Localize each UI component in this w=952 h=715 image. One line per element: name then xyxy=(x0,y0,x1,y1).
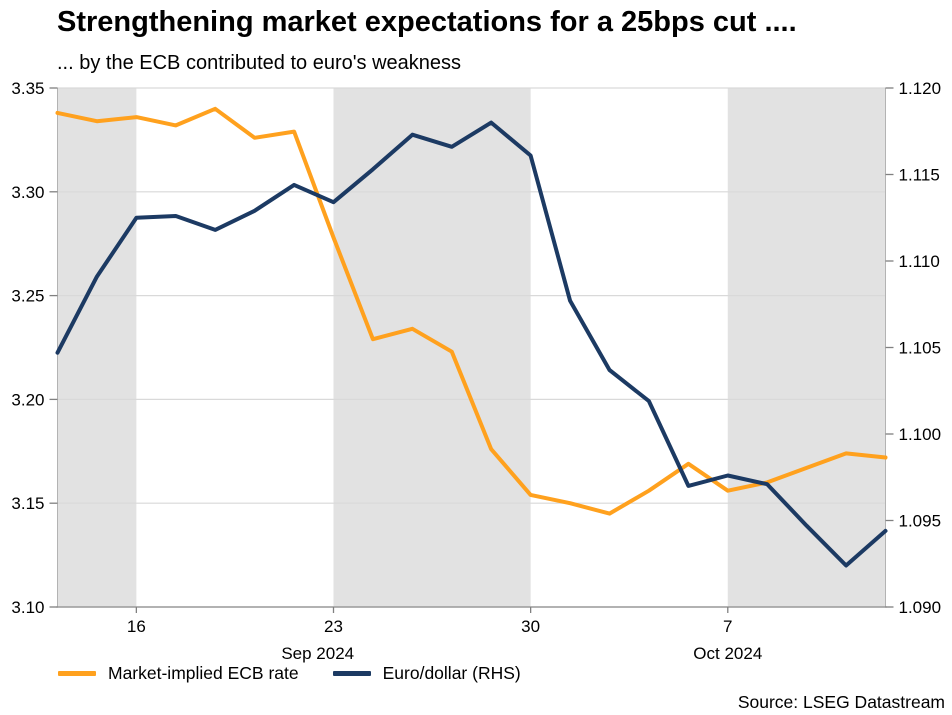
x-axis-tick-label: 7 xyxy=(723,617,732,636)
series-line-euro-dollar xyxy=(55,120,888,568)
right-axis-tick-label: 1.095 xyxy=(899,512,942,531)
legend-label-ecb-rate: Market-implied ECB rate xyxy=(108,663,299,683)
left-axis-tick-label: 3.15 xyxy=(11,494,44,513)
right-axis-tick-label: 1.105 xyxy=(899,339,942,358)
legend-label-euro-dollar: Euro/dollar (RHS) xyxy=(382,663,521,683)
chart-title: Strengthening market expectations for a … xyxy=(57,6,797,38)
series-line-ecb-rate xyxy=(55,106,888,516)
legend-item-ecb-rate: Market-implied ECB rate xyxy=(58,663,299,684)
source-attribution: Source: LSEG Datastream xyxy=(737,692,945,712)
month-label: Oct 2024 xyxy=(693,644,762,663)
legend: Market-implied ECB rate Euro/dollar (RHS… xyxy=(58,663,521,684)
weekend-band xyxy=(333,88,531,607)
right-axis-tick-label: 1.090 xyxy=(899,598,942,617)
left-axis-tick-label: 3.25 xyxy=(11,287,44,306)
left-axis-tick-label: 3.20 xyxy=(11,390,44,409)
legend-swatch-euro-dollar xyxy=(332,671,371,676)
x-axis-tick-label: 30 xyxy=(521,617,540,636)
weekend-band xyxy=(57,88,137,607)
right-axis-tick-label: 1.115 xyxy=(899,166,940,185)
right-axis-tick-label: 1.120 xyxy=(899,79,942,98)
x-axis-tick-label: 23 xyxy=(324,617,343,636)
left-axis-tick-label: 3.30 xyxy=(11,183,44,202)
left-axis-tick-label: 3.35 xyxy=(11,79,44,98)
weekend-band xyxy=(727,88,886,607)
right-axis-tick-label: 1.110 xyxy=(899,252,940,271)
chart-subtitle: ... by the ECB contributed to euro's wea… xyxy=(57,52,462,74)
legend-item-euro-dollar: Euro/dollar (RHS) xyxy=(332,663,521,684)
x-axis-tick-label: 16 xyxy=(127,617,146,636)
left-axis-tick-label: 3.10 xyxy=(11,598,44,617)
right-axis-tick-label: 1.100 xyxy=(899,425,942,444)
month-label: Sep 2024 xyxy=(281,644,354,663)
legend-swatch-ecb-rate xyxy=(58,671,96,676)
